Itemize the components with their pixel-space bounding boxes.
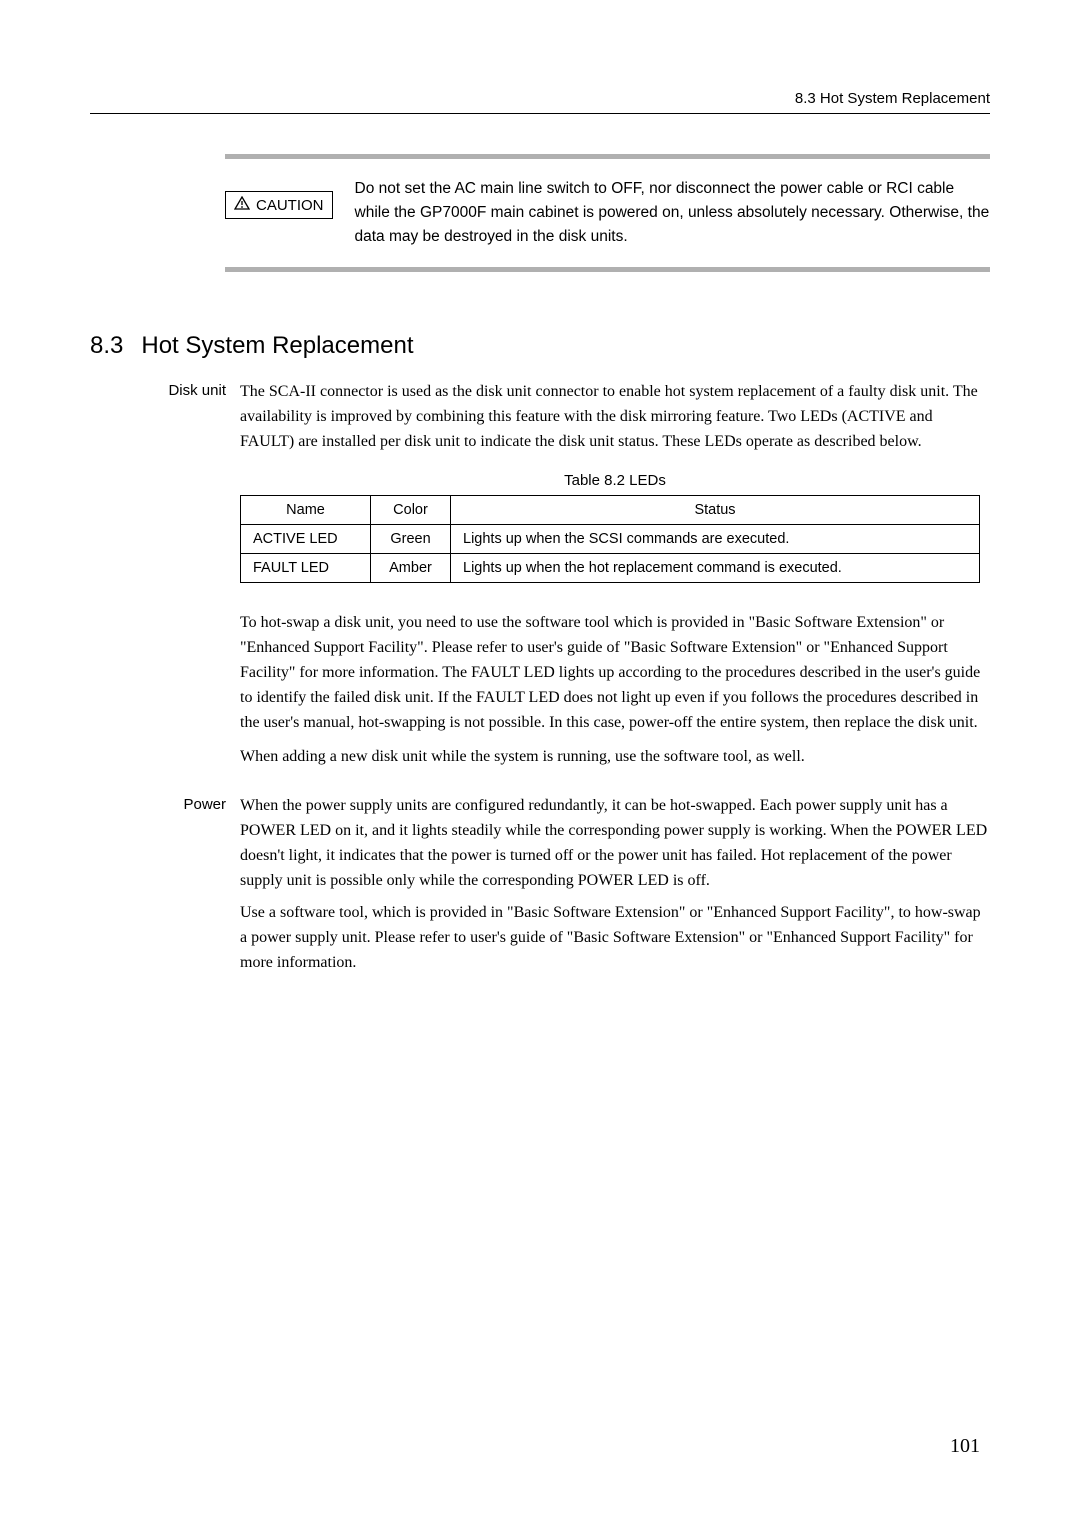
td-color: Amber xyxy=(371,554,451,583)
td-color: Green xyxy=(371,525,451,554)
page-container: 8.3 Hot System Replacement CAUTION Do no… xyxy=(0,0,1080,1046)
td-name: ACTIVE LED xyxy=(241,525,371,554)
power-para-2: Use a software tool, which is provided i… xyxy=(240,901,990,975)
td-status: Lights up when the SCSI commands are exe… xyxy=(451,525,980,554)
section-heading: 8.3 Hot System Replacement xyxy=(90,332,990,360)
caution-top-bar xyxy=(225,154,990,159)
running-head: 8.3 Hot System Replacement xyxy=(90,90,990,113)
section-title: Hot System Replacement xyxy=(141,332,413,360)
header-rule xyxy=(90,113,990,114)
warning-triangle-icon xyxy=(234,196,256,214)
table-row: ACTIVE LED Green Lights up when the SCSI… xyxy=(241,525,980,554)
caution-badge: CAUTION xyxy=(225,191,333,219)
td-status: Lights up when the hot replacement comma… xyxy=(451,554,980,583)
table-header-row: Name Color Status xyxy=(241,496,980,525)
disk-unit-para: The SCA-II connector is used as the disk… xyxy=(240,380,990,454)
disk-unit-block: Disk unit The SCA-II connector is used a… xyxy=(90,380,990,454)
td-name: FAULT LED xyxy=(241,554,371,583)
table-caption: Table 8.2 LEDs xyxy=(240,472,990,489)
power-block: Power When the power supply units are co… xyxy=(90,794,990,893)
section-number: 8.3 xyxy=(90,332,123,360)
disk-para-2: To hot-swap a disk unit, you need to use… xyxy=(240,611,990,735)
caution-content: CAUTION Do not set the AC main line swit… xyxy=(225,177,990,249)
disk-unit-label: Disk unit xyxy=(90,380,226,454)
caution-block: CAUTION Do not set the AC main line swit… xyxy=(225,154,990,272)
caution-label: CAUTION xyxy=(256,197,324,214)
th-color: Color xyxy=(371,496,451,525)
power-label: Power xyxy=(90,794,226,893)
power-para-1: When the power supply units are configur… xyxy=(240,794,990,893)
table-row: FAULT LED Amber Lights up when the hot r… xyxy=(241,554,980,583)
caution-bottom-bar xyxy=(225,267,990,272)
disk-para-3: When adding a new disk unit while the sy… xyxy=(240,745,990,770)
page-number: 101 xyxy=(950,1435,980,1458)
th-name: Name xyxy=(241,496,371,525)
leds-table: Name Color Status ACTIVE LED Green Light… xyxy=(240,495,980,583)
caution-text: Do not set the AC main line switch to OF… xyxy=(355,177,991,249)
th-status: Status xyxy=(451,496,980,525)
